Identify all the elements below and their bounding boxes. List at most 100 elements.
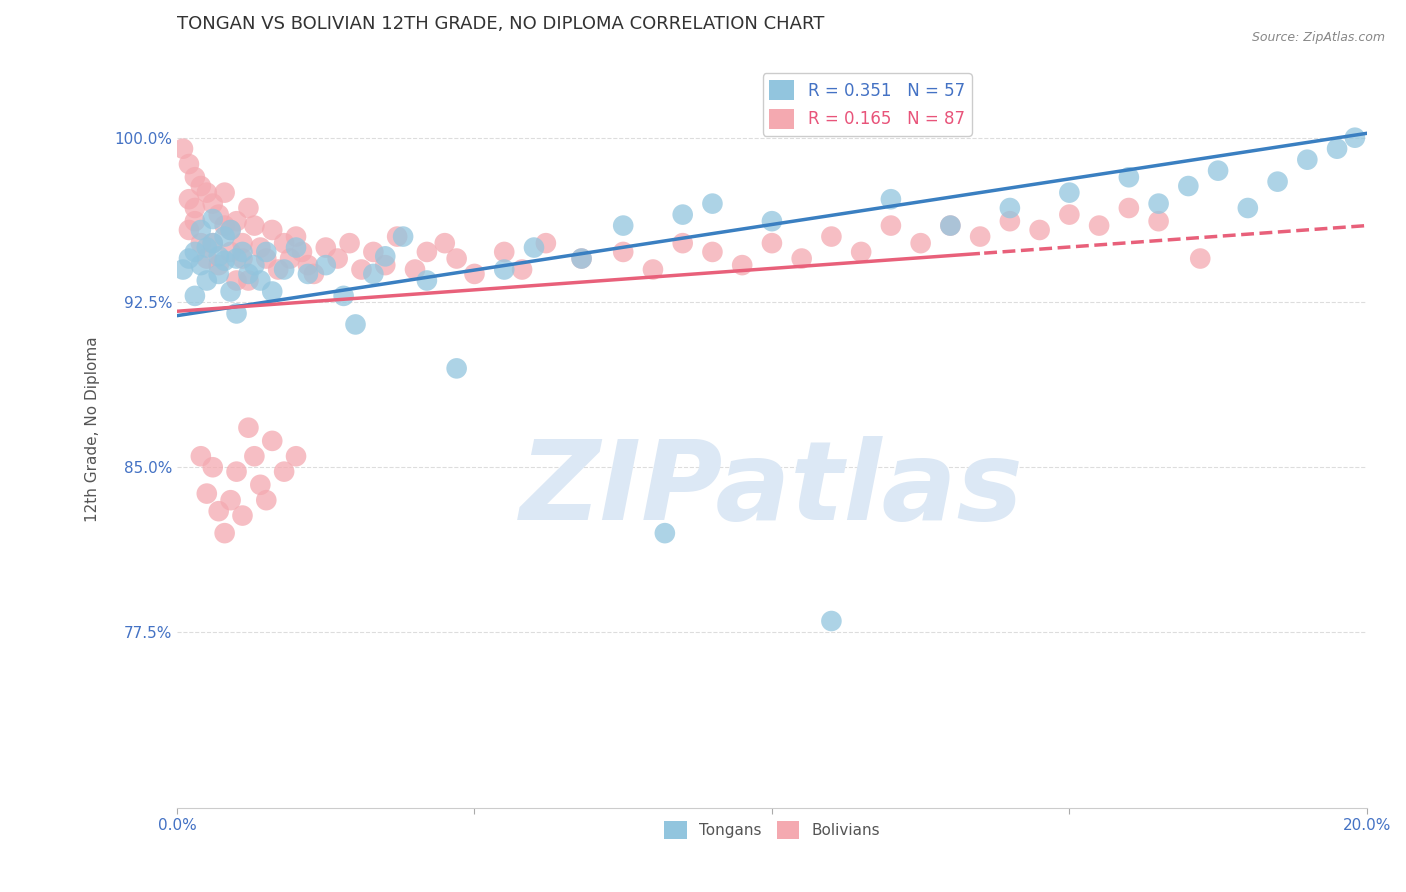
Point	[225, 306, 247, 320]
Point	[385, 229, 408, 244]
Point	[254, 244, 277, 259]
Point	[297, 267, 319, 281]
Point	[190, 223, 212, 237]
Point	[1267, 175, 1289, 189]
Point	[339, 236, 361, 251]
Point	[184, 289, 207, 303]
Point	[177, 252, 200, 266]
Text: TONGAN VS BOLIVIAN 12TH GRADE, NO DIPLOMA CORRELATION CHART: TONGAN VS BOLIVIAN 12TH GRADE, NO DIPLOM…	[177, 15, 824, 33]
Point	[416, 273, 439, 287]
Point	[231, 252, 253, 266]
Point	[190, 449, 212, 463]
Point	[208, 258, 231, 272]
Point	[214, 526, 236, 541]
Point	[243, 219, 266, 233]
Point	[1326, 142, 1348, 156]
Point	[302, 267, 325, 281]
Point	[332, 289, 354, 303]
Point	[702, 196, 724, 211]
Point	[225, 273, 247, 287]
Point	[641, 262, 664, 277]
Point	[184, 201, 207, 215]
Point	[238, 267, 260, 281]
Point	[208, 208, 231, 222]
Point	[880, 219, 903, 233]
Point	[363, 267, 385, 281]
Point	[243, 258, 266, 272]
Point	[446, 252, 468, 266]
Point	[214, 229, 236, 244]
Point	[238, 273, 260, 287]
Point	[392, 229, 415, 244]
Point	[790, 252, 813, 266]
Point	[612, 244, 634, 259]
Point	[254, 493, 277, 508]
Point	[939, 219, 962, 233]
Point	[190, 236, 212, 251]
Point	[231, 236, 253, 251]
Point	[1344, 130, 1367, 145]
Point	[225, 465, 247, 479]
Point	[1147, 196, 1170, 211]
Point	[702, 244, 724, 259]
Point	[1147, 214, 1170, 228]
Point	[177, 223, 200, 237]
Point	[1118, 170, 1140, 185]
Point	[219, 285, 242, 299]
Point	[1028, 223, 1050, 237]
Point	[208, 267, 231, 281]
Point	[1296, 153, 1319, 167]
Point	[249, 241, 271, 255]
Point	[433, 236, 456, 251]
Point	[219, 493, 242, 508]
Text: Source: ZipAtlas.com: Source: ZipAtlas.com	[1251, 31, 1385, 45]
Point	[494, 244, 516, 259]
Point	[612, 219, 634, 233]
Point	[998, 201, 1021, 215]
Point	[363, 244, 385, 259]
Point	[534, 236, 557, 251]
Point	[1189, 252, 1212, 266]
Point	[285, 241, 308, 255]
Point	[939, 219, 962, 233]
Point	[201, 236, 224, 251]
Point	[571, 252, 593, 266]
Point	[262, 434, 284, 448]
Point	[273, 236, 295, 251]
Point	[219, 223, 242, 237]
Point	[190, 258, 212, 272]
Point	[214, 186, 236, 200]
Point	[201, 460, 224, 475]
Point	[326, 252, 349, 266]
Point	[1059, 186, 1081, 200]
Point	[374, 249, 396, 263]
Point	[195, 486, 218, 500]
Point	[672, 208, 695, 222]
Point	[1088, 219, 1111, 233]
Point	[208, 249, 231, 263]
Point	[177, 192, 200, 206]
Point	[225, 252, 247, 266]
Point	[273, 465, 295, 479]
Point	[880, 192, 903, 206]
Point	[249, 478, 271, 492]
Point	[184, 244, 207, 259]
Point	[761, 214, 783, 228]
Point	[231, 244, 253, 259]
Point	[231, 508, 253, 523]
Point	[350, 262, 373, 277]
Point	[195, 241, 218, 255]
Point	[214, 219, 236, 233]
Point	[291, 244, 314, 259]
Point	[1206, 163, 1229, 178]
Point	[172, 142, 194, 156]
Point	[672, 236, 695, 251]
Point	[998, 214, 1021, 228]
Point	[254, 252, 277, 266]
Point	[416, 244, 439, 259]
Legend: Tongans, Bolivians: Tongans, Bolivians	[658, 814, 886, 846]
Point	[1177, 179, 1199, 194]
Point	[344, 318, 367, 332]
Point	[523, 241, 546, 255]
Point	[214, 253, 236, 268]
